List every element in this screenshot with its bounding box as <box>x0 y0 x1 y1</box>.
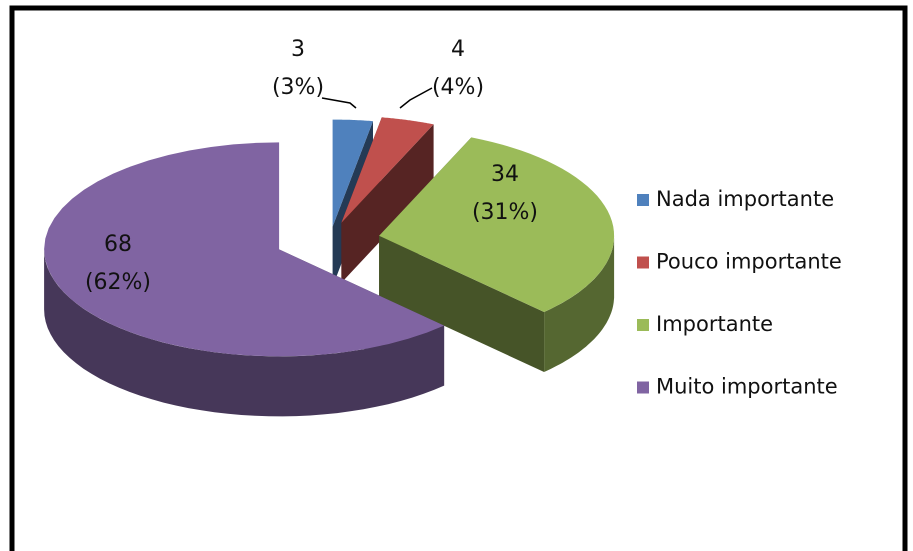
slice <box>341 117 434 223</box>
data-label: 4 <box>451 37 465 62</box>
legend-swatch <box>637 194 649 206</box>
legend-label: Muito importante <box>656 375 838 399</box>
data-labels: 3 (3%) 4 (4%) 34 (31%) 68 (62%) <box>85 37 538 295</box>
slice-side <box>341 124 434 283</box>
legend-label: Nada importante <box>656 187 834 211</box>
data-label-percent: (4%) <box>432 75 484 100</box>
data-label-percent: (62%) <box>85 270 151 295</box>
chart-border <box>9 5 908 551</box>
data-label-percent: (31%) <box>472 200 538 225</box>
data-label: 3 <box>291 37 305 62</box>
slice-side <box>379 235 545 372</box>
legend-label: Pouco importante <box>656 250 842 274</box>
pie <box>44 117 615 417</box>
slice-wall <box>44 249 445 417</box>
data-label: 68 <box>104 232 132 257</box>
legend-swatch <box>637 381 649 394</box>
leader-line <box>399 87 433 109</box>
data-label: 34 <box>491 162 519 187</box>
legend-swatch <box>637 256 649 269</box>
leader-line <box>321 97 357 109</box>
legend-swatch <box>637 319 649 331</box>
slice <box>379 137 615 312</box>
slice <box>44 142 445 357</box>
slice-wall <box>544 235 615 372</box>
data-label-percent: (3%) <box>272 75 324 100</box>
slice <box>332 119 373 227</box>
legend-label: Importante <box>656 312 773 336</box>
legend: Nada importante Pouco importante Important… <box>637 187 842 399</box>
